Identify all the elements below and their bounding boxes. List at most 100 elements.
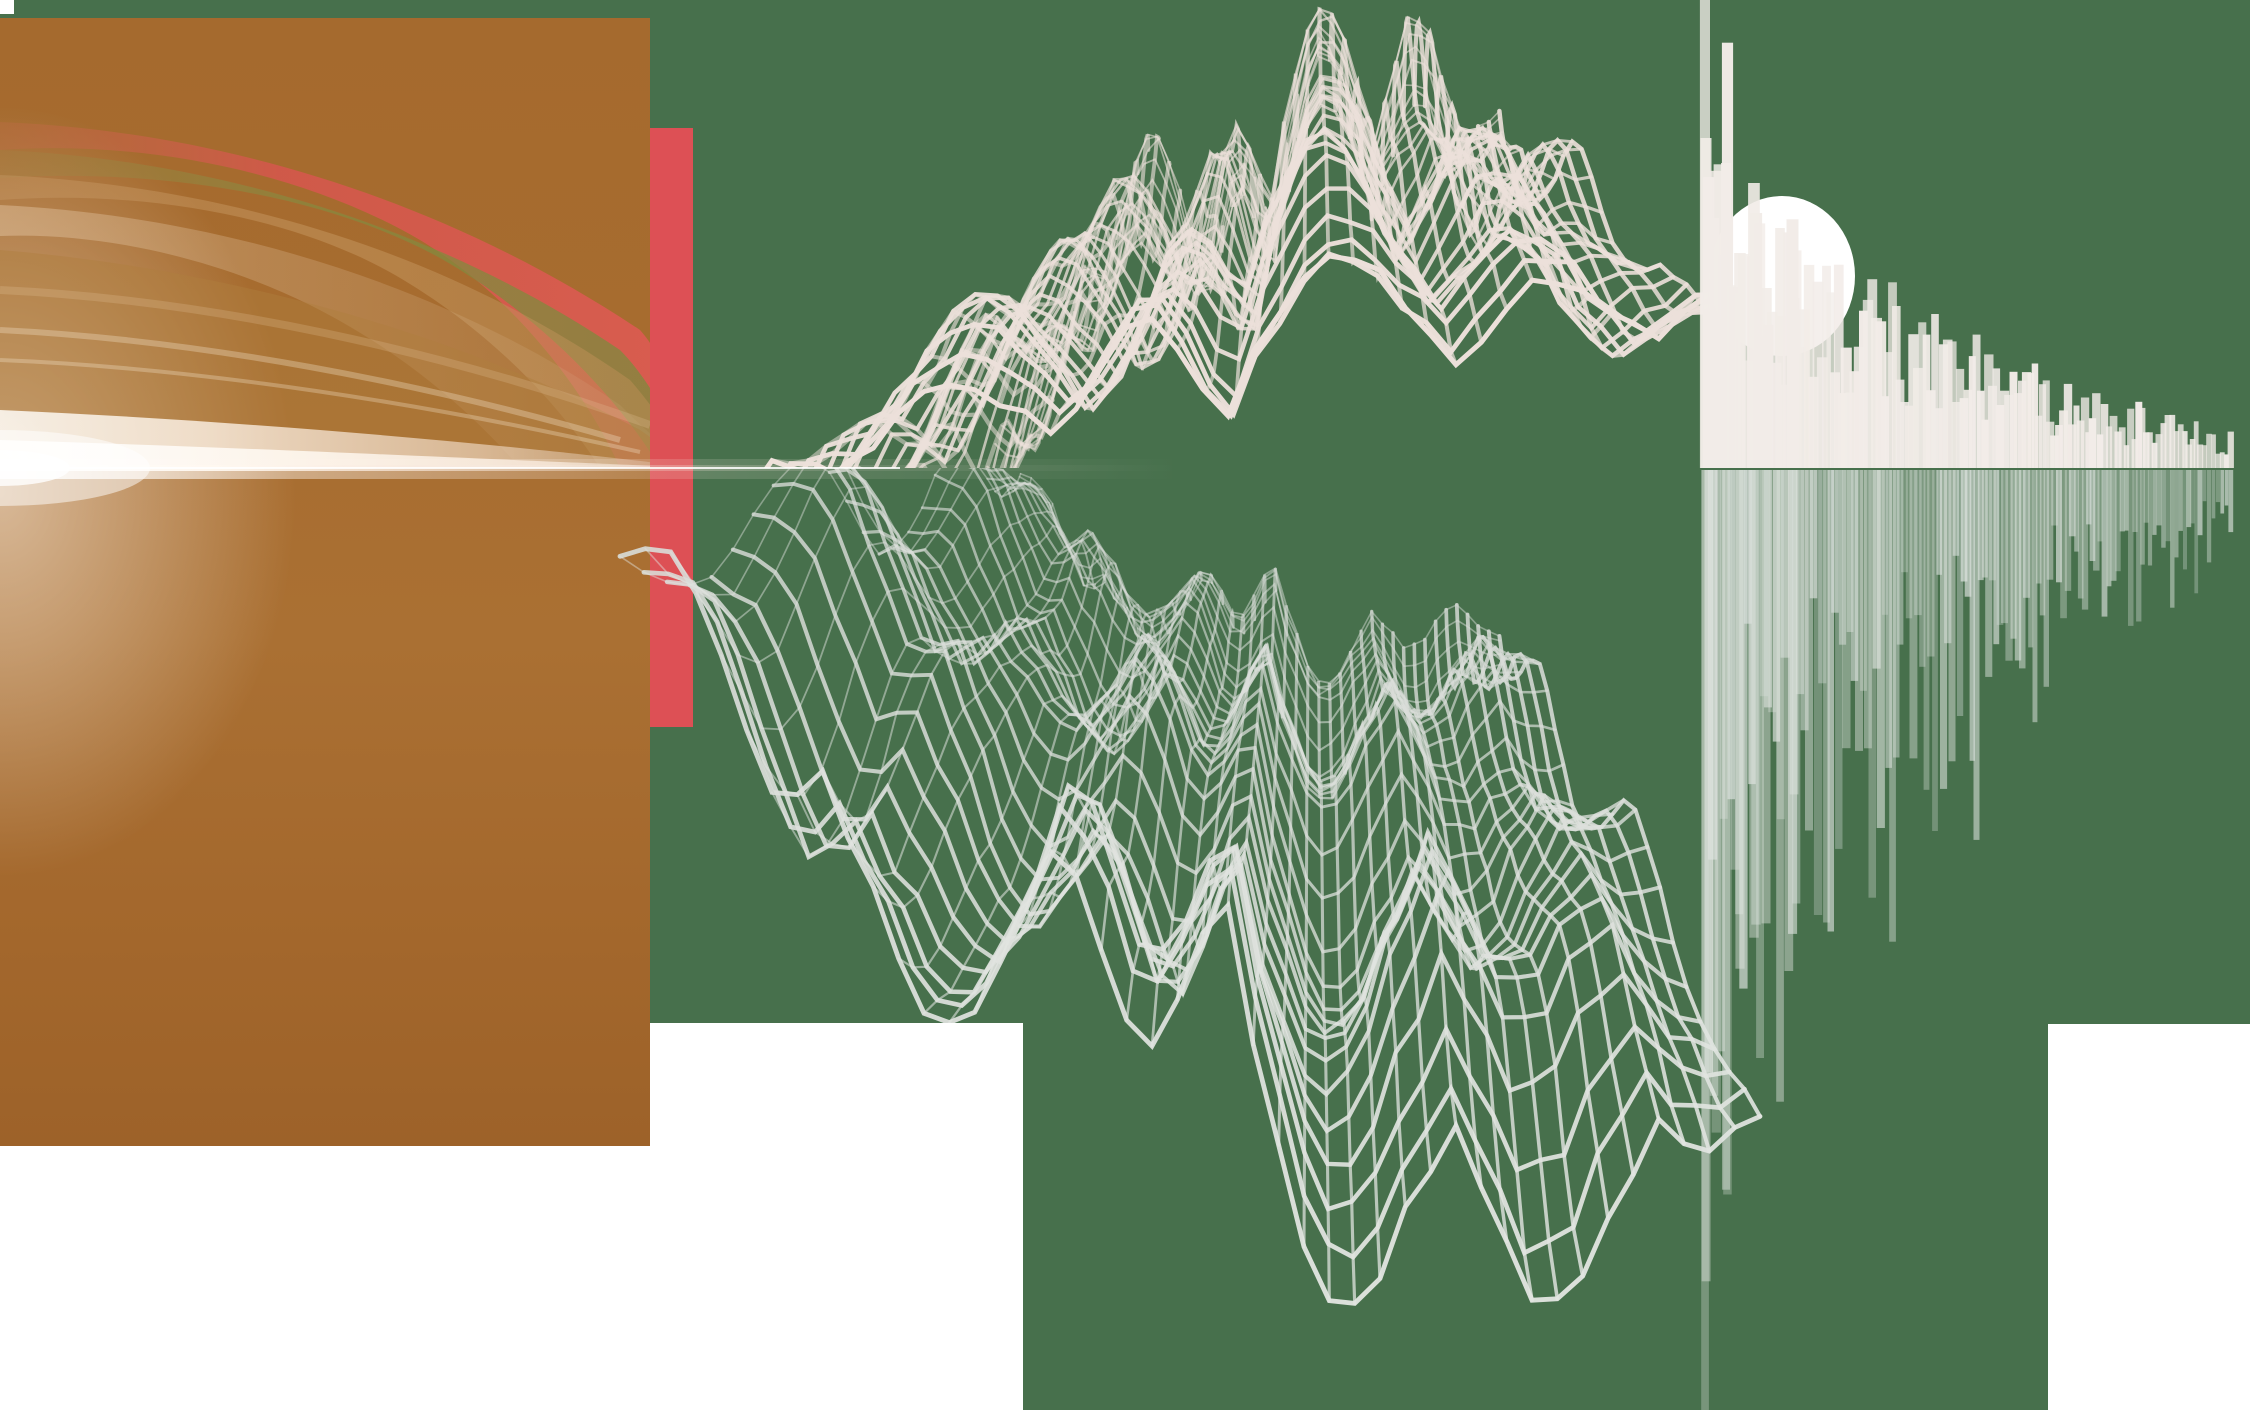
spike-bar-reflection [2074, 470, 2079, 552]
spike-bar-reflection [1960, 470, 1968, 582]
spike-bar [2142, 432, 2150, 468]
spike-bar-reflection [1850, 470, 1859, 681]
mesh-line [1124, 149, 1236, 329]
mesh-line [1380, 95, 1484, 345]
mesh-line [1327, 682, 1357, 1305]
mesh-line [1200, 173, 1268, 393]
spike-bar-tall-reflection [1776, 470, 1784, 1102]
spike-bar-reflection [2068, 470, 2076, 537]
mesh-line [1175, 141, 1257, 352]
spike-bar-reflection [2161, 470, 2166, 548]
spike-bar-reflection [1977, 470, 1984, 581]
spike-bar [2227, 431, 2234, 468]
mesh-line [1175, 594, 1257, 1002]
mesh-line [1001, 481, 1513, 724]
spike-bar-reflection [1727, 470, 1736, 800]
spike-bar [2206, 433, 2212, 468]
mesh-line [1327, 12, 1357, 267]
spike-bar-tall [1760, 288, 1772, 468]
spike-bar-reflection [1896, 470, 1904, 645]
mesh-line [1012, 21, 1506, 451]
spike-bar-reflection [1909, 470, 1918, 759]
mesh-line [972, 161, 1172, 392]
spike-bar-tall [1775, 228, 1785, 468]
spike-bar [2004, 394, 2014, 468]
mesh-line [1348, 650, 1407, 1209]
spike-bar [2164, 415, 2172, 468]
mesh-line [669, 468, 1043, 623]
spike-bar-reflection [1768, 470, 1777, 713]
spike-bar-reflection [1730, 470, 1740, 870]
mesh-line [1019, 472, 1501, 697]
spike-bar [1972, 334, 1981, 468]
mesh-line [1302, 665, 1310, 1249]
spike-bar-reflection [1956, 470, 1964, 716]
spike-bar [2100, 404, 2109, 468]
mesh-line [845, 499, 1615, 990]
spike-bar-reflection [2060, 470, 2067, 619]
spike-bar-reflection [1927, 470, 1935, 657]
spike-bar-reflection [2170, 470, 2175, 608]
mesh-line [763, 253, 1763, 468]
spike-bar-tall-reflection [1722, 470, 1730, 1190]
mesh-line [1302, 29, 1310, 282]
spike-bar-reflection [2093, 470, 2100, 571]
mesh-line [617, 546, 1763, 1306]
spike-bar-reflection [1923, 470, 1930, 790]
spike-bar-reflection [2190, 470, 2195, 524]
spike-bar-reflection [1715, 470, 1725, 1052]
spike-bar [2185, 444, 2192, 468]
spike-bar-reflection [2194, 470, 2199, 594]
mesh-line [827, 468, 1626, 1012]
white-panel-bottom-left-inner [650, 1023, 1023, 1410]
spike-bar [2169, 414, 2176, 468]
spike-bar-reflection [1905, 470, 1913, 619]
spike-bar-reflection [1919, 470, 1926, 667]
mesh-line [1226, 567, 1278, 907]
spike-bar-reflection [1818, 470, 1827, 684]
mesh-line [1276, 73, 1300, 324]
spike-bar-reflection [1842, 470, 1851, 749]
spike-bar [2059, 410, 2068, 468]
spike-bar-reflection [1711, 470, 1721, 1133]
mesh-line [872, 561, 1129, 909]
spike-bar-reflection [1864, 470, 1872, 749]
spike-bar-reflection [2206, 470, 2212, 563]
mesh-line [1370, 609, 1458, 1128]
mesh-line [1150, 614, 1246, 1048]
spike-bar-reflection [2128, 470, 2134, 626]
spike-bar-reflection [2215, 470, 2221, 503]
spike-bar-reflection [1792, 470, 1801, 904]
spike-bar-reflection [2224, 470, 2229, 506]
spike-bar-reflection [2110, 470, 2117, 581]
spike-bar-reflection [1723, 470, 1732, 1195]
spike-bar [2173, 431, 2180, 468]
spike-bar-reflection [1952, 470, 1960, 556]
spike-bar-reflection [2202, 470, 2207, 502]
mesh-line [1401, 646, 1534, 1302]
mesh-line [1412, 642, 1560, 1301]
spike-bar [1913, 367, 1923, 468]
spike-bar-reflection [2056, 470, 2062, 583]
mesh-line [1099, 589, 1225, 952]
mesh-line [751, 512, 1676, 1063]
spike-bar-reflection [1846, 470, 1854, 632]
spike-bar [2215, 453, 2221, 468]
spike-bar [2055, 425, 2063, 468]
mesh-line [1338, 672, 1382, 1281]
mesh-line [1049, 570, 1203, 854]
mesh-line [1074, 221, 1214, 412]
mesh-line [911, 395, 1055, 468]
spike-bar [2189, 439, 2196, 468]
mesh-line [695, 484, 1054, 664]
spike-bar [2193, 421, 2199, 468]
spike-bar-tall-reflection [1761, 470, 1771, 924]
spike-bar-reflection [1813, 470, 1823, 915]
spike-bar [1803, 264, 1815, 468]
mesh-line [998, 599, 1182, 965]
spike-bar-reflection [1893, 470, 1900, 758]
